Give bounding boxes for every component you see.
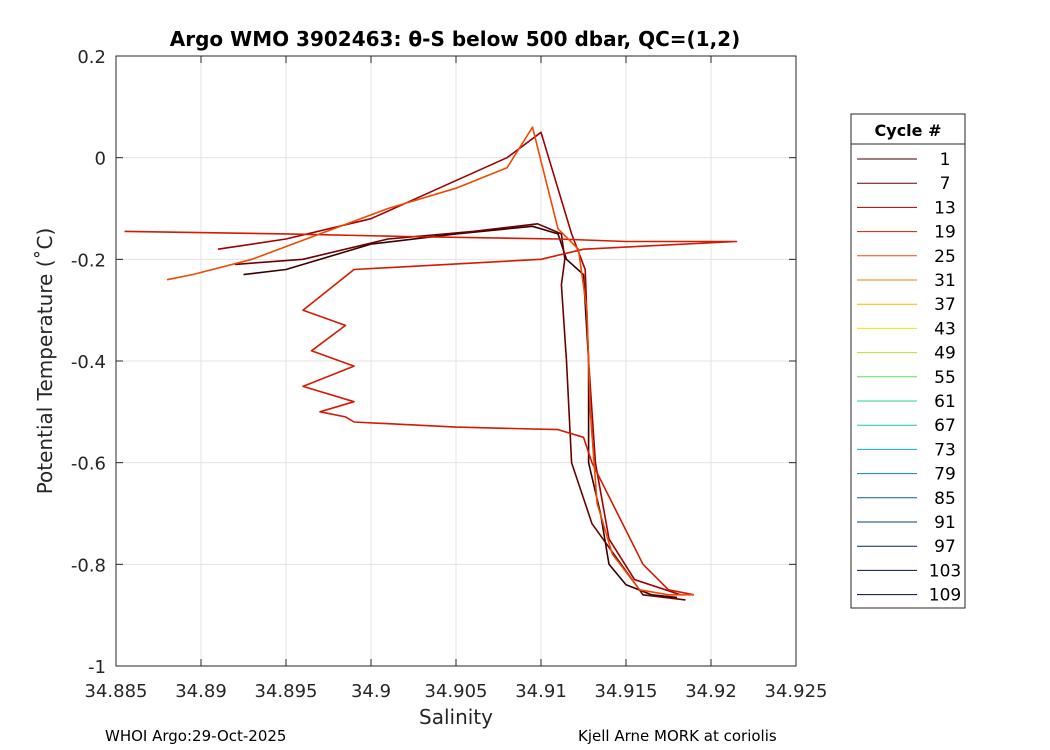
legend-label: 37 (934, 295, 956, 315)
legend-label: 49 (934, 344, 956, 364)
legend-label: 85 (934, 489, 956, 509)
footer-right: Kjell Arne MORK at coriolis (578, 727, 777, 745)
legend-label: 61 (934, 392, 956, 412)
series-line-0 (243, 225, 678, 599)
y-tick-label: -1 (88, 657, 106, 678)
legend-label: 79 (934, 465, 956, 485)
series-line-3 (124, 230, 738, 596)
x-tick-label: 34.915 (595, 681, 658, 702)
y-tick-label: 0.2 (77, 47, 106, 68)
legend-label: 31 (934, 271, 956, 291)
axis-ticks: 34.885 34.89 34.895 34.9 34.905 34.91 34.915 34… (71, 47, 828, 702)
legend-entries: 1 7 13 19 25 31 37 43 49 55 61 67 73 79 85 91 97 103 109 (857, 150, 961, 606)
legend-label: 25 (934, 247, 956, 267)
x-tick-label: 34.925 (765, 681, 828, 702)
legend-label: 13 (934, 198, 956, 218)
x-tick-label: 34.89 (175, 681, 227, 702)
y-tick-label: -0.8 (71, 555, 106, 576)
legend-label: 43 (934, 319, 956, 339)
legend-title: Cycle # (875, 121, 942, 140)
x-tick-label: 34.885 (85, 681, 148, 702)
series-line-4 (166, 126, 694, 596)
x-tick-label: 34.9 (351, 681, 391, 702)
series-line-2 (217, 131, 681, 596)
series-line-1 (234, 223, 686, 601)
legend-label: 73 (934, 440, 956, 460)
y-tick-label: -0.6 (71, 454, 106, 475)
plot-area: 34.885 34.89 34.895 34.9 34.905 34.91 34.915 34… (71, 47, 828, 702)
footer-left: WHOI Argo:29-Oct-2025 (105, 727, 286, 745)
legend: Cycle # 1 7 13 19 25 31 37 43 49 55 61 67 73 79 85 91 97… (850, 113, 966, 609)
y-tick-label: 0 (95, 149, 106, 170)
y-tick-label: -0.4 (71, 352, 106, 373)
y-axis-label: Potential Temperature (˚C) (33, 228, 57, 495)
legend-label: 19 (934, 223, 956, 243)
series-lines (124, 126, 738, 601)
x-tick-label: 34.895 (255, 681, 318, 702)
legend-label: 91 (934, 513, 956, 533)
x-tick-label: 34.91 (515, 681, 567, 702)
legend-label: 55 (934, 368, 956, 388)
legend-box (850, 113, 966, 609)
legend-label: 67 (934, 416, 956, 436)
x-tick-label: 34.92 (685, 681, 737, 702)
y-tick-label: -0.2 (71, 250, 106, 271)
x-axis-label: Salinity (419, 705, 493, 729)
legend-label: 97 (934, 537, 956, 557)
legend-label: 103 (929, 561, 961, 581)
chart-title: Argo WMO 3902463: θ-S below 500 dbar, QC… (170, 27, 740, 51)
legend-label: 109 (929, 586, 961, 606)
legend-label: 7 (940, 174, 951, 194)
legend-label: 1 (940, 150, 951, 170)
x-tick-label: 34.905 (425, 681, 488, 702)
